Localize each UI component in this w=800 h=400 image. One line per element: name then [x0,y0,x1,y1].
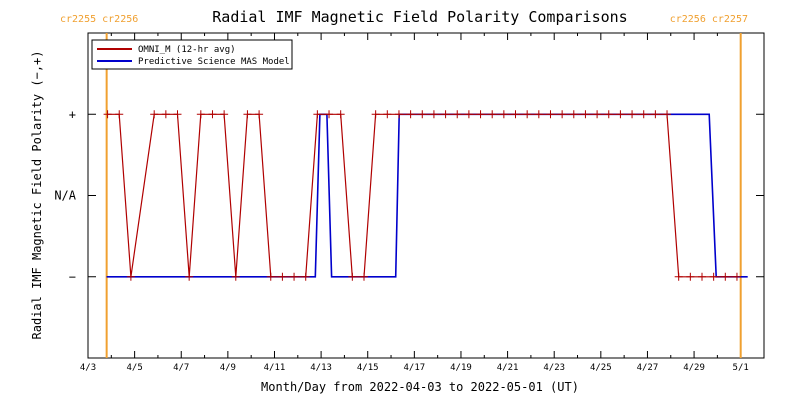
data-point-omni [697,272,706,281]
data-point-omni [616,110,625,119]
legend-box [91,39,293,70]
x-tick-label: 4/7 [173,363,189,373]
data-point-omni [558,110,567,119]
data-point-omni [359,272,368,281]
carrington-marker-label: cr2256 cr2257 [670,14,748,25]
data-point-omni [721,272,730,281]
data-point-omni [732,272,741,281]
data-point-omni [150,110,159,119]
data-point-omni [266,272,275,281]
data-point-omni [243,110,252,119]
y-tick-label: N/A [54,189,76,203]
data-point-omni [709,272,718,281]
data-point-omni [103,110,112,119]
x-tick-label: 4/5 [126,363,142,373]
data-point-omni [651,110,660,119]
x-tick-label: 4/9 [220,363,236,373]
data-point-omni [639,110,648,119]
data-point-omni [593,110,602,119]
x-tick-label: 5/1 [733,363,749,373]
data-point-omni [604,110,613,119]
legend-label: OMNI_M (12-hr avg) [138,45,236,55]
data-point-omni [534,110,543,119]
data-point-omni [499,110,508,119]
data-point-omni [161,110,170,119]
data-point-omni [429,110,438,119]
y-tick-label: + [69,107,76,121]
data-point-omni [115,110,124,119]
x-tick-label: 4/27 [637,363,659,373]
x-tick-label: 4/19 [450,363,472,373]
data-point-omni [441,110,450,119]
data-point-omni [231,272,240,281]
data-point-omni [220,110,229,119]
x-tick-label: 4/21 [497,363,519,373]
plot-area: 4/3 4/5 4/7 4/9 4/11 4/13 4/15 4/17 4/19 4/21 4/23… [54,14,765,373]
carrington-marker-label: cr2255 cr2256 [60,14,138,25]
data-point-omni [464,110,473,119]
data-point-omni [371,110,380,119]
x-tick-label: 4/15 [357,363,379,373]
data-point-omni [313,110,322,119]
data-point-omni [278,272,287,281]
data-point-omni [628,110,637,119]
data-point-omni [173,110,182,119]
x-tick-label: 4/11 [264,363,286,373]
x-tick-label: 4/17 [404,363,426,373]
data-point-omni [488,110,497,119]
data-point-omni [394,110,403,119]
data-point-omni [476,110,485,119]
data-point-omni [185,272,194,281]
data-point-omni [581,110,590,119]
data-point-omni [406,110,415,119]
data-point-omni [674,272,683,281]
data-point-omni [255,110,264,119]
legend-label: Predictive Science MAS Model [138,57,290,67]
data-point-omni [325,110,334,119]
y-axis-label: Radial IMF Magnetic Field Polarity (−,+) [30,51,44,340]
data-point-omni [569,110,578,119]
data-point-omni [196,110,205,119]
x-axis-label: Month/Day from 2022-04-03 to 2022-05-01 … [261,380,579,394]
data-point-omni [453,110,462,119]
data-point-omni [686,272,695,281]
chart-title: Radial IMF Magnetic Field Polarity Compa… [212,8,627,26]
data-point-omni [290,272,299,281]
y-tick-label: − [69,270,76,284]
data-point-omni [348,272,357,281]
data-point-omni [336,110,345,119]
data-point-omni [383,110,392,119]
x-tick-label: 4/23 [543,363,565,373]
data-point-omni [663,110,672,119]
x-tick-label: 4/3 [80,363,96,373]
data-point-omni [511,110,520,119]
data-point-omni [126,272,135,281]
data-point-omni [208,110,217,119]
x-tick-label: 4/13 [310,363,332,373]
legend: OMNI_M (12-hr avg) Predictive Science MAS… [91,39,293,70]
x-tick-label: 4/29 [683,363,705,373]
x-tick-label: 4/25 [590,363,612,373]
data-point-omni [418,110,427,119]
data-point-omni [546,110,555,119]
data-point-omni [523,110,532,119]
data-point-omni [301,272,310,281]
